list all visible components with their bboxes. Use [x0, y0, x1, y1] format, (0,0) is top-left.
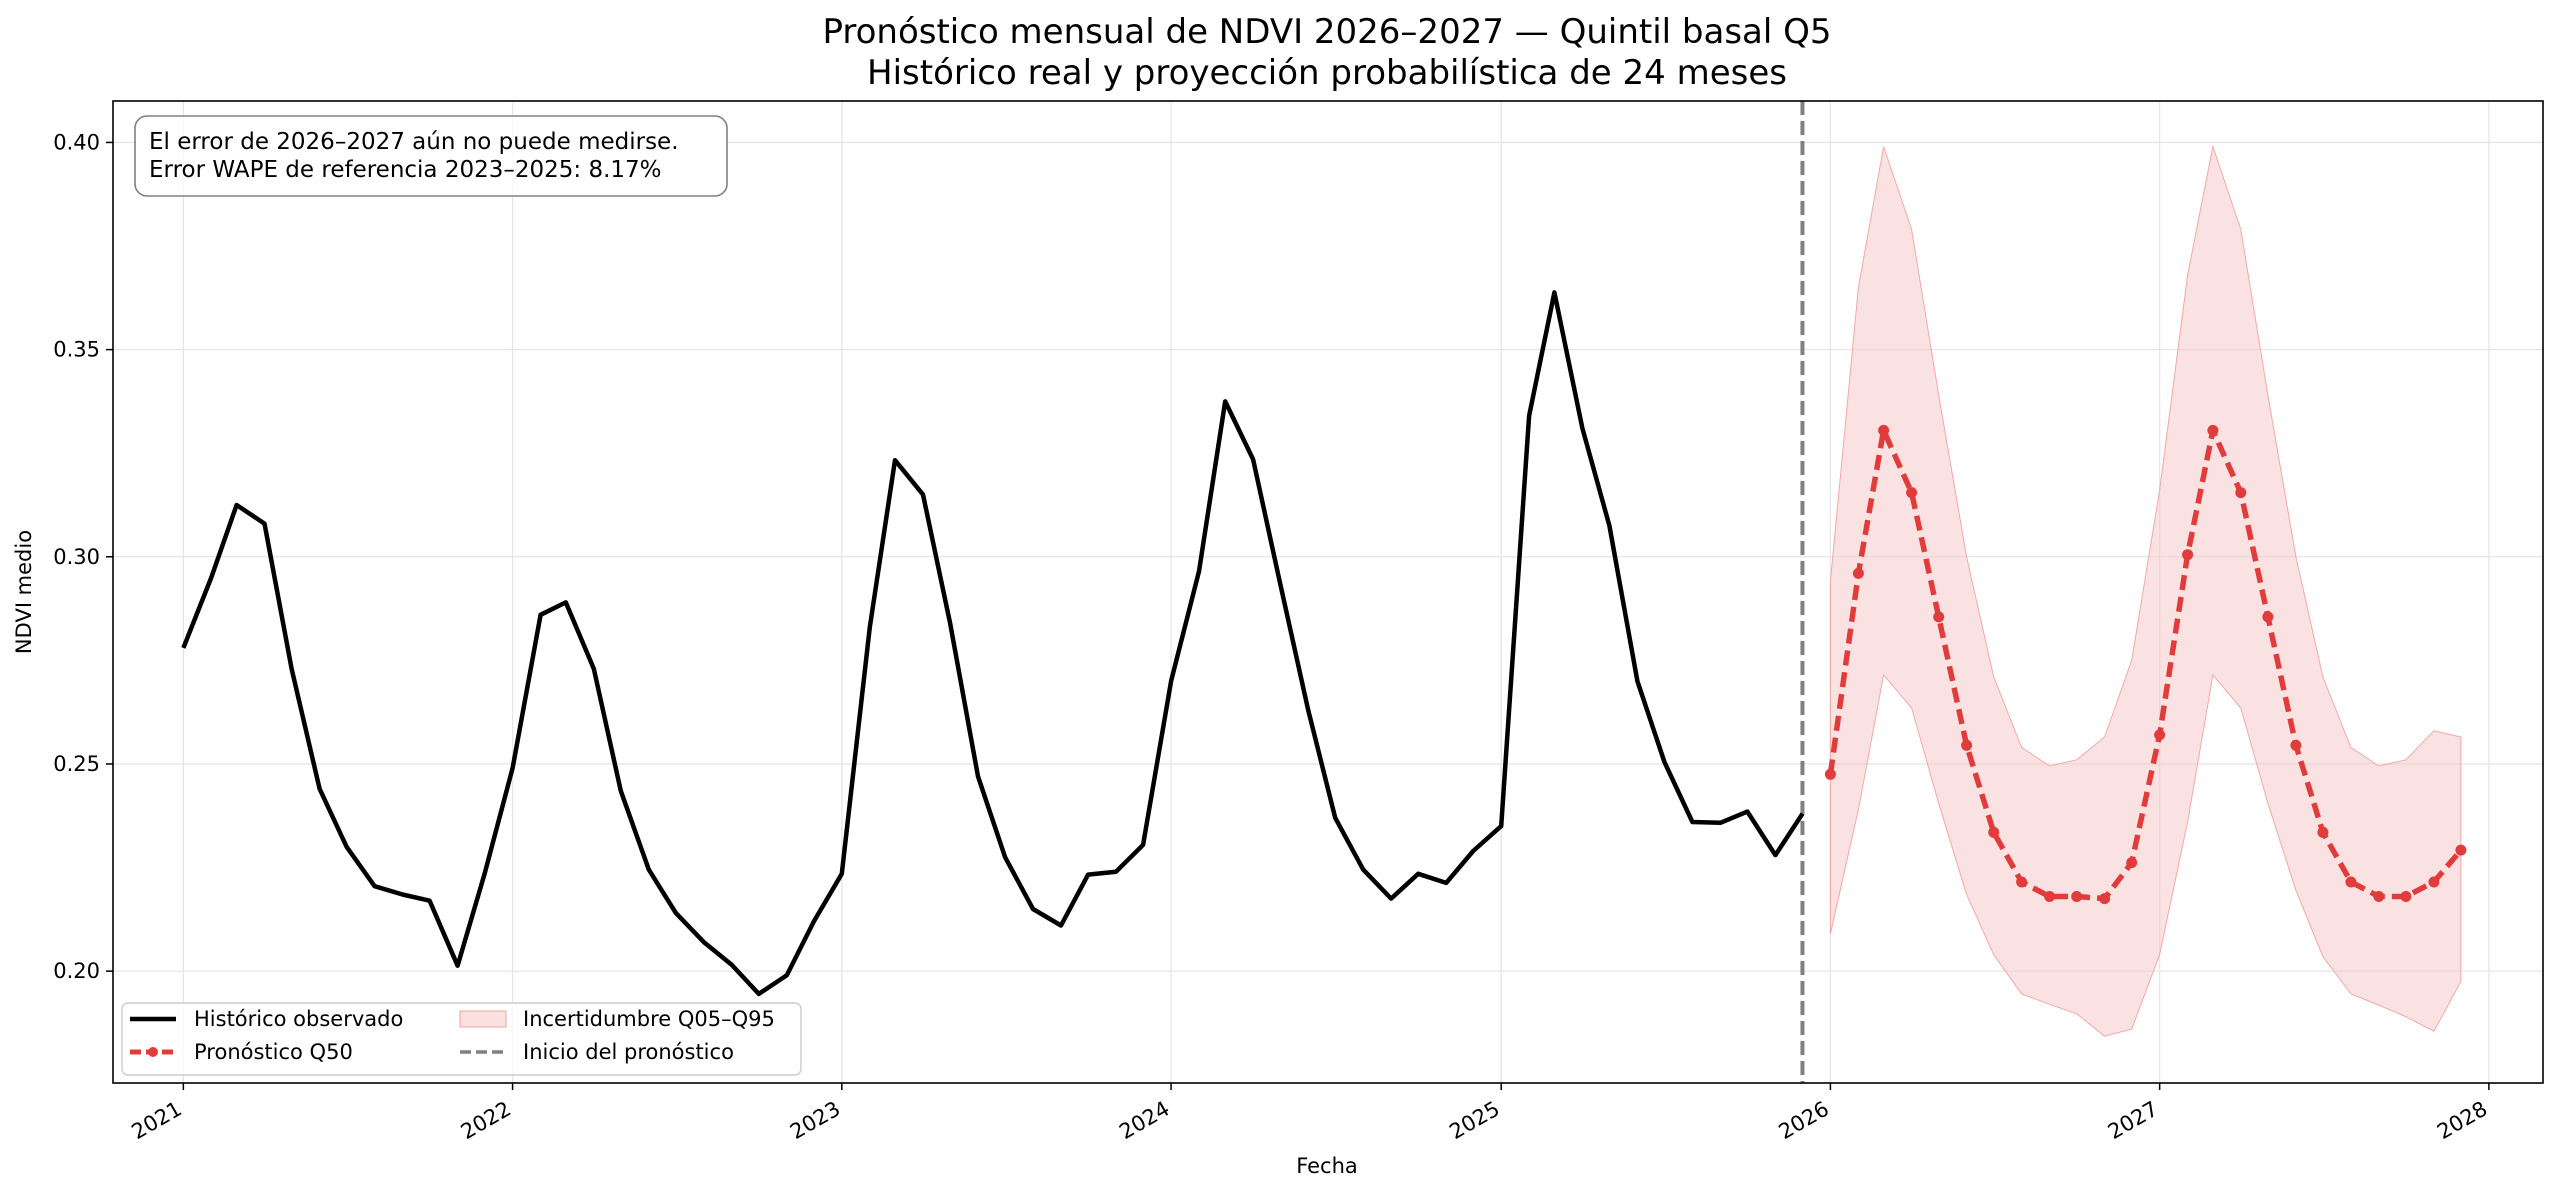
- uncertainty-band: [1829, 144, 2462, 1037]
- legend-frame: [121, 1002, 802, 1076]
- y-tick-label-0: 0.20: [53, 959, 100, 983]
- annotation-line-1: El error de 2026–2027 aún no puede medir…: [149, 129, 679, 155]
- forecast-point-18: [2317, 826, 2329, 838]
- chart-title-line-1: Pronóstico mensual de NDVI 2026–2027 — Q…: [822, 12, 1831, 52]
- forecast-point-21: [2400, 891, 2412, 902]
- legend-label-incertidumbre: Incertidumbre Q05–Q95: [523, 1007, 775, 1031]
- legend-label-historico: Histórico observado: [194, 1007, 403, 1031]
- forecast-point-10: [2099, 893, 2111, 905]
- forecast-point-5: [1961, 739, 1973, 751]
- chart-title-line-2: Histórico real y proyección probabilísti…: [867, 53, 1787, 93]
- y-tick-label-4: 0.40: [53, 130, 100, 154]
- forecast-point-23: [2455, 844, 2467, 856]
- legend-label-pronostico: Pronóstico Q50: [194, 1040, 353, 1064]
- series-layer: [181, 101, 2467, 1083]
- forecast-point-4: [1933, 611, 1945, 623]
- forecast-point-16: [2262, 611, 2274, 623]
- forecast-point-20: [2373, 891, 2385, 902]
- y-tick-label-2: 0.30: [53, 545, 100, 569]
- historical-line: [181, 290, 1805, 997]
- forecast-point-17: [2290, 739, 2302, 751]
- forecast-point-3: [1906, 487, 1918, 499]
- y-axis-label: NDVI medio: [12, 530, 36, 654]
- forecast-point-9: [2071, 891, 2083, 902]
- forecast-point-2: [1878, 424, 1890, 436]
- legend-swatch-incertidumbre: [459, 1010, 507, 1028]
- band-layer: [1829, 144, 2462, 1037]
- forecast-point-6: [1988, 826, 2000, 838]
- annotation-box: El error de 2026–2027 aún no puede medir…: [134, 115, 728, 197]
- forecast-point-7: [2016, 876, 2028, 888]
- forecast-point-11: [2126, 857, 2138, 869]
- legend-label-inicio: Inicio del pronóstico: [523, 1040, 734, 1064]
- annotation-frame: [134, 115, 728, 197]
- x-axis-label: Fecha: [1296, 1154, 1358, 1178]
- y-tick-label-3: 0.35: [53, 338, 100, 362]
- forecast-point-0: [1824, 768, 1836, 780]
- forecast-point-14: [2207, 424, 2219, 436]
- annotation-line-2: Error WAPE de referencia 2023–2025: 8.17…: [149, 157, 662, 183]
- forecast-point-13: [2182, 549, 2194, 561]
- forecast-point-8: [2044, 891, 2056, 902]
- legend-marker-pronostico: [148, 1047, 158, 1057]
- y-tick-label-1: 0.25: [53, 752, 100, 776]
- forecast-point-22: [2428, 876, 2440, 888]
- forecast-point-12: [2154, 729, 2166, 741]
- legend: Histórico observado Pronóstico Q50 Incer…: [121, 1002, 802, 1076]
- forecast-point-19: [2345, 876, 2357, 888]
- forecast-point-15: [2235, 487, 2247, 499]
- forecast-point-1: [1852, 567, 1864, 579]
- plot-frame: [112, 100, 2544, 1084]
